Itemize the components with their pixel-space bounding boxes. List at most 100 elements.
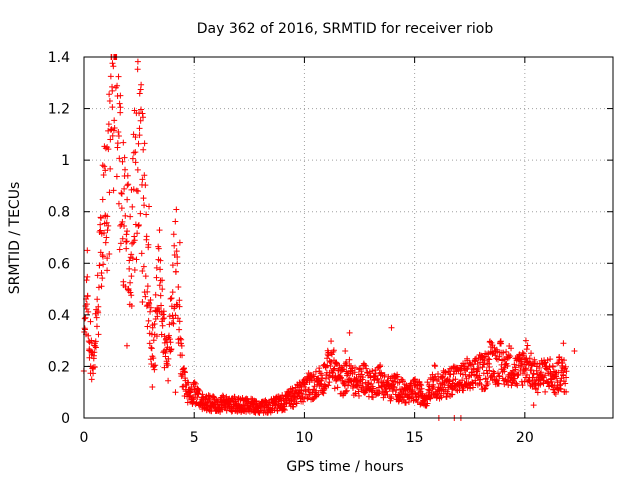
data-point bbox=[181, 369, 188, 376]
data-point bbox=[432, 363, 439, 370]
data-point bbox=[377, 362, 384, 369]
data-point bbox=[424, 400, 431, 407]
data-point bbox=[115, 73, 122, 80]
data-point bbox=[514, 382, 521, 389]
data-point bbox=[122, 212, 129, 219]
data-point bbox=[563, 388, 570, 395]
data-point bbox=[140, 263, 147, 270]
data-point bbox=[190, 395, 197, 402]
data-point bbox=[127, 289, 134, 296]
data-point bbox=[418, 382, 425, 389]
data-point bbox=[171, 242, 178, 249]
data-point bbox=[542, 372, 549, 379]
data-point bbox=[563, 368, 570, 375]
data-point bbox=[462, 371, 469, 378]
data-point bbox=[189, 396, 196, 403]
data-point bbox=[447, 371, 454, 378]
data-point bbox=[346, 329, 353, 336]
x-tick-label: 0 bbox=[80, 430, 89, 446]
data-point bbox=[530, 402, 537, 409]
data-point bbox=[374, 376, 381, 383]
data-point bbox=[545, 380, 552, 387]
data-point bbox=[81, 315, 88, 322]
data-point bbox=[134, 66, 141, 73]
data-point bbox=[431, 374, 438, 381]
data-point bbox=[412, 391, 419, 398]
data-point bbox=[178, 336, 185, 343]
data-point bbox=[82, 314, 89, 321]
data-point bbox=[417, 381, 424, 388]
data-point bbox=[168, 295, 175, 302]
data-point bbox=[127, 213, 134, 220]
data-point bbox=[442, 369, 449, 376]
data-point bbox=[418, 385, 425, 392]
data-point bbox=[389, 388, 396, 395]
data-point bbox=[135, 222, 142, 229]
data-point bbox=[95, 284, 102, 291]
data-point bbox=[450, 371, 457, 378]
data-point bbox=[133, 256, 140, 263]
data-point bbox=[177, 335, 184, 342]
data-point bbox=[484, 380, 491, 387]
data-point bbox=[541, 359, 548, 366]
data-point bbox=[160, 308, 167, 315]
data-point bbox=[486, 363, 493, 370]
data-point bbox=[531, 356, 538, 363]
data-point bbox=[228, 408, 235, 415]
data-point bbox=[494, 348, 501, 355]
data-point bbox=[117, 240, 124, 247]
data-point bbox=[304, 395, 311, 402]
data-point bbox=[151, 321, 158, 328]
data-point bbox=[315, 391, 322, 398]
data-point bbox=[518, 378, 525, 385]
data-point bbox=[141, 202, 148, 209]
data-point bbox=[147, 308, 154, 315]
data-point bbox=[552, 390, 559, 397]
data-point bbox=[124, 228, 131, 235]
data-point bbox=[511, 375, 518, 382]
data-point bbox=[141, 140, 148, 147]
data-point bbox=[452, 376, 459, 383]
data-point bbox=[509, 367, 516, 374]
data-point bbox=[94, 272, 101, 279]
data-point bbox=[505, 354, 512, 361]
data-point bbox=[129, 240, 136, 247]
data-point bbox=[134, 166, 141, 173]
data-point bbox=[109, 104, 116, 111]
data-point bbox=[536, 365, 543, 372]
x-axis-label: GPS time / hours bbox=[286, 459, 403, 475]
data-point bbox=[405, 391, 412, 398]
y-tick-label: 0 bbox=[61, 411, 70, 427]
data-point bbox=[338, 374, 345, 381]
y-tick-label: 0.2 bbox=[48, 359, 70, 375]
data-point bbox=[522, 337, 529, 344]
data-point bbox=[106, 98, 113, 105]
data-point bbox=[103, 219, 110, 226]
data-point bbox=[358, 368, 365, 375]
data-point bbox=[101, 163, 108, 170]
data-point bbox=[105, 222, 112, 229]
data-point bbox=[328, 351, 335, 358]
data-point bbox=[493, 376, 500, 383]
data-point bbox=[542, 388, 549, 395]
data-point bbox=[369, 367, 376, 374]
data-point bbox=[374, 375, 381, 382]
data-point bbox=[105, 127, 112, 134]
data-point bbox=[358, 371, 365, 378]
data-point bbox=[104, 267, 111, 274]
data-point bbox=[98, 283, 105, 290]
data-point bbox=[361, 361, 368, 368]
data-point bbox=[100, 172, 107, 179]
data-point bbox=[169, 262, 176, 269]
data-point bbox=[486, 356, 493, 363]
data-point bbox=[121, 154, 128, 161]
data-point bbox=[105, 121, 112, 128]
y-tick-label: 1.2 bbox=[48, 102, 70, 118]
data-point bbox=[153, 264, 160, 271]
data-point bbox=[140, 146, 147, 153]
data-point bbox=[529, 374, 536, 381]
y-tick-label: 1 bbox=[61, 153, 70, 169]
data-point bbox=[138, 250, 145, 257]
data-point bbox=[156, 282, 163, 289]
data-point bbox=[370, 394, 377, 401]
